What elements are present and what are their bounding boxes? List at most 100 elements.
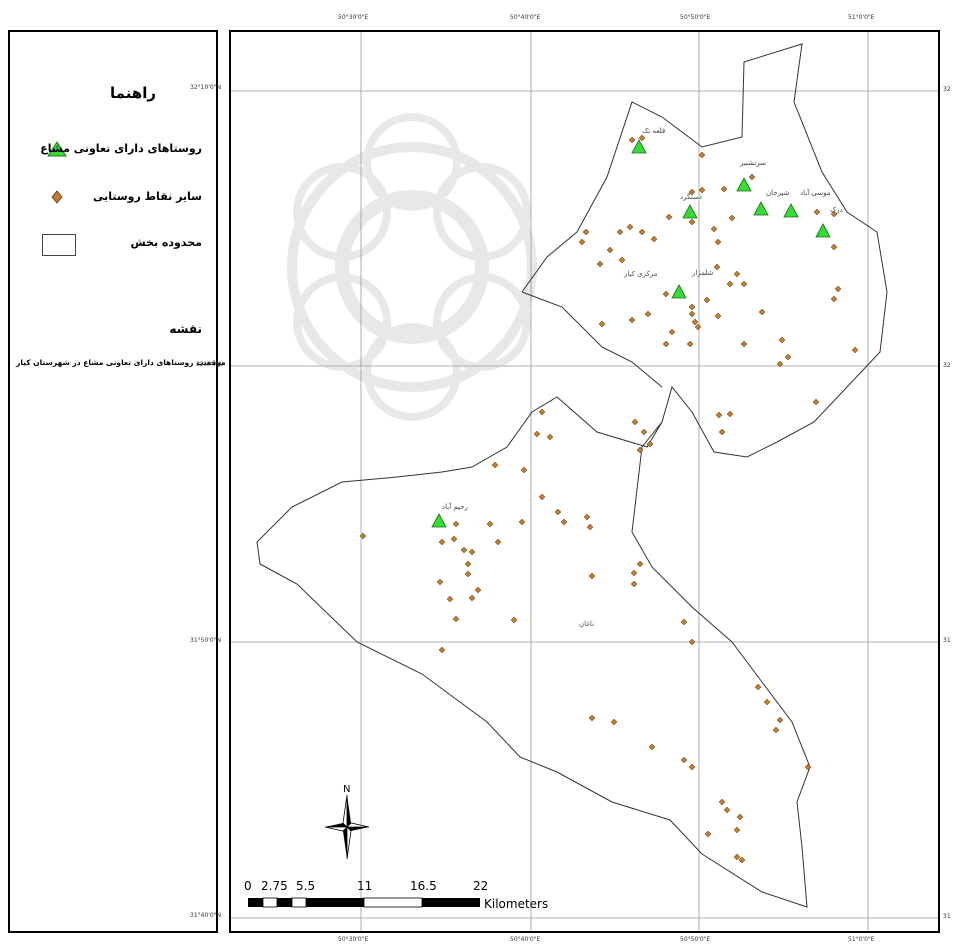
rural-point-marker: [450, 535, 458, 543]
rural-point-marker: [733, 270, 741, 278]
cooperative-village-marker: [682, 204, 698, 219]
rural-point-marker: [626, 223, 634, 231]
rural-point-marker: [586, 523, 594, 531]
rural-point-marker: [680, 618, 688, 626]
rural-point-marker: [830, 295, 838, 303]
rural-point-marker: [776, 360, 784, 368]
rural-point-marker: [486, 520, 494, 528]
rural-point-marker: [778, 336, 786, 344]
rural-point-marker: [618, 256, 626, 264]
rural-point-marker: [491, 461, 499, 469]
rural-point-marker: [851, 346, 859, 354]
rural-point-marker: [650, 235, 658, 243]
scale-label: 2.75: [261, 879, 288, 893]
bottom-tick-label: 50°30'0"E: [338, 936, 369, 943]
rural-point-marker: [738, 856, 746, 864]
rural-point-marker: [813, 208, 821, 216]
map-canvas: مرکزی کیار ناغان قلعه تک سرتشنیز شلمزار …: [231, 32, 938, 931]
rural-point-marker: [718, 428, 726, 436]
north-arrow-icon: [324, 794, 370, 860]
bottom-tick-label: 50°40'0"E: [510, 936, 541, 943]
other-villages-layer: [359, 134, 859, 864]
rural-point-marker: [662, 340, 670, 348]
rural-point-marker: [640, 428, 648, 436]
rural-point-marker: [638, 134, 646, 142]
county-boundary: [256, 43, 888, 908]
rural-point-marker: [628, 316, 636, 324]
rural-point-marker: [616, 228, 624, 236]
rural-point-marker: [830, 210, 838, 218]
rural-point-marker: [694, 323, 702, 331]
cooperative-village-marker: [815, 223, 831, 238]
scale-bar-labels: 0 2.75 5.5 11 16.5 22 Kilometers: [244, 879, 548, 911]
rural-point-marker: [582, 228, 590, 236]
rural-point-marker: [460, 546, 468, 554]
village-label: قلعه تک: [642, 127, 665, 135]
rural-point-marker: [464, 560, 472, 568]
cooperative-villages-layer: [431, 139, 831, 528]
top-tick-label: 50°40'0"E: [510, 14, 541, 21]
cooperative-village-marker: [783, 203, 799, 218]
rural-point-marker: [710, 225, 718, 233]
village-label: دستگرد: [680, 192, 702, 201]
rural-point-marker: [668, 328, 676, 336]
rural-point-marker: [546, 433, 554, 441]
rural-point-marker: [740, 340, 748, 348]
rural-point-marker: [662, 290, 670, 298]
rural-point-marker: [630, 569, 638, 577]
rural-point-marker: [688, 638, 696, 646]
cooperative-village-marker: [736, 177, 752, 192]
left-tick-label: 31°40'0"N: [190, 912, 221, 919]
legend-map-label: نقشه: [169, 322, 202, 336]
cooperative-village-marker: [671, 284, 687, 299]
rural-point-marker: [772, 726, 780, 734]
right-tick-label: 31: [943, 913, 951, 920]
rural-point-marker: [698, 151, 706, 159]
rural-point-marker: [588, 714, 596, 722]
rural-point-marker: [468, 594, 476, 602]
rural-point-marker: [494, 538, 502, 546]
rural-point-marker: [698, 186, 706, 194]
village-label: رحیم آباد: [442, 502, 468, 511]
left-tick-label: 31°50'0"N: [190, 637, 221, 644]
village-label: دزک: [830, 206, 843, 214]
rural-point-marker: [763, 698, 771, 706]
rural-point-marker: [726, 280, 734, 288]
scale-label: 5.5: [296, 879, 315, 893]
rural-point-marker: [704, 830, 712, 838]
rural-point-marker: [438, 538, 446, 546]
rural-point-marker: [812, 398, 820, 406]
rural-point-marker: [665, 213, 673, 221]
rural-point-marker: [644, 310, 652, 318]
right-tick-label: 32: [943, 86, 951, 93]
rural-point-marker: [715, 411, 723, 419]
scale-label: 22: [473, 879, 488, 893]
rural-point-marker: [830, 243, 838, 251]
rural-point-marker: [628, 136, 636, 144]
rural-point-marker: [533, 430, 541, 438]
rural-point-marker: [646, 440, 654, 448]
legend-panel: راهنما روستاهای دارای تعاونی مشاع سایر ن…: [8, 30, 226, 933]
rural-point-marker: [703, 296, 711, 304]
rural-point-marker: [758, 308, 766, 316]
rural-point-marker: [720, 185, 728, 193]
rural-point-marker: [834, 285, 842, 293]
rural-point-marker: [736, 813, 744, 821]
village-label: شیرجان: [766, 189, 790, 197]
left-tick-label: 32°10'0"N: [190, 84, 221, 91]
district-boundary: [521, 291, 663, 388]
right-tick-label: 31: [943, 637, 951, 644]
rural-point-marker: [636, 560, 644, 568]
rural-point-marker: [638, 228, 646, 236]
legend-label-cooperative: روستاهای دارای تعاونی مشاع: [40, 142, 202, 155]
rural-point-marker: [688, 763, 696, 771]
map-frame: مرکزی کیار ناغان قلعه تک سرتشنیز شلمزار …: [229, 30, 940, 933]
district-boundary-legend-symbol: [42, 234, 76, 256]
rural-point-marker: [518, 518, 526, 526]
scale-label: 0: [244, 879, 252, 893]
rural-point-marker: [680, 756, 688, 764]
rural-point-marker: [804, 763, 812, 771]
village-labels: قلعه تک سرتشنیز شلمزار دستگرد شیرجان موس…: [442, 127, 843, 511]
rural-point-marker: [510, 616, 518, 624]
rural-point-marker: [538, 493, 546, 501]
